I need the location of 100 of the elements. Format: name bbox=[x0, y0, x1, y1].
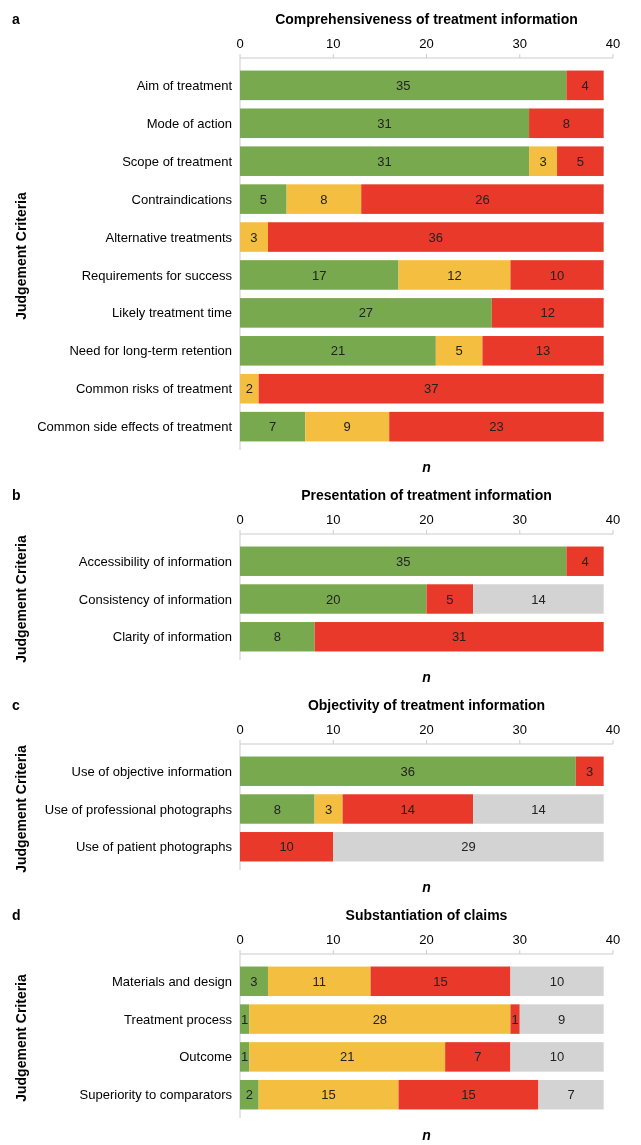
bar bbox=[305, 411, 390, 442]
data-label: 27 bbox=[358, 305, 374, 321]
y-tick-label: Common side effects of treatment bbox=[37, 419, 233, 435]
bar bbox=[240, 622, 315, 652]
y-tick-label: Requirements for success bbox=[81, 267, 233, 283]
bar bbox=[314, 794, 343, 824]
chart-title: Presentation of treatment information bbox=[301, 487, 552, 503]
x-tick-label: 20 bbox=[419, 932, 434, 947]
data-label: 17 bbox=[312, 267, 327, 283]
x-axis-title: n bbox=[422, 879, 431, 895]
data-label: 3 bbox=[539, 153, 547, 169]
y-tick-label: Superiority to comparators bbox=[79, 1087, 233, 1103]
data-label: 8 bbox=[273, 801, 281, 817]
chart-title: Objectivity of treatment information bbox=[307, 697, 546, 713]
y-tick-label: Contraindications bbox=[131, 191, 233, 207]
data-label: 8 bbox=[273, 629, 281, 645]
y-tick-label: Treatment process bbox=[124, 1011, 233, 1027]
bar bbox=[426, 584, 474, 614]
bar bbox=[361, 184, 604, 214]
bar bbox=[240, 546, 567, 576]
x-tick-label: 40 bbox=[605, 932, 621, 947]
data-label: 35 bbox=[395, 553, 411, 569]
y-tick-label: Consistency of information bbox=[78, 591, 232, 607]
data-label: 23 bbox=[489, 419, 504, 435]
data-label: 7 bbox=[567, 1087, 575, 1103]
data-label: 21 bbox=[330, 343, 346, 359]
data-label: 1 bbox=[511, 1011, 519, 1027]
bar bbox=[370, 966, 511, 997]
y-tick-label: Need for long-term retention bbox=[69, 343, 232, 359]
y-tick-label: Scope of treatment bbox=[122, 153, 233, 169]
bar bbox=[510, 1042, 604, 1072]
text: a bbox=[12, 11, 20, 27]
bar bbox=[249, 1042, 446, 1072]
data-label: 1 bbox=[241, 1049, 249, 1065]
data-label: 36 bbox=[428, 229, 444, 245]
bar bbox=[240, 756, 576, 786]
y-tick-label: Likely treatment time bbox=[112, 305, 232, 321]
bar bbox=[566, 70, 604, 101]
data-label: 15 bbox=[433, 973, 448, 989]
data-label: 10 bbox=[549, 267, 565, 283]
data-label: 10 bbox=[549, 973, 565, 989]
data-label: 28 bbox=[372, 1011, 388, 1027]
y-tick-label: Common risks of treatment bbox=[75, 381, 233, 397]
bar bbox=[240, 794, 315, 824]
bar bbox=[240, 966, 268, 997]
bar bbox=[529, 108, 604, 139]
bar bbox=[267, 222, 604, 252]
data-label: 10 bbox=[279, 839, 294, 855]
data-label: 5 bbox=[576, 153, 584, 169]
bar bbox=[398, 1079, 539, 1110]
x-tick-label: 20 bbox=[419, 512, 434, 527]
x-tick-label: 30 bbox=[512, 932, 527, 947]
bar bbox=[240, 1079, 259, 1110]
data-label: 8 bbox=[562, 115, 570, 131]
data-label: 5 bbox=[259, 191, 267, 207]
bar bbox=[482, 336, 604, 366]
data-label: 31 bbox=[377, 115, 392, 131]
data-label: 9 bbox=[558, 1011, 566, 1027]
y-tick-label: Accessibility of information bbox=[78, 553, 232, 569]
data-label: 10 bbox=[549, 1049, 565, 1065]
bar bbox=[240, 832, 334, 862]
y-tick-label: Use of patient photographs bbox=[75, 839, 233, 855]
chart-title: Comprehensiveness of treatment information bbox=[275, 11, 578, 27]
data-label: 13 bbox=[535, 343, 551, 359]
data-label: 29 bbox=[461, 839, 476, 855]
data-label: 3 bbox=[324, 801, 333, 817]
x-axis-title: n bbox=[422, 1127, 431, 1143]
bar bbox=[566, 546, 604, 576]
data-label: 15 bbox=[461, 1087, 476, 1103]
y-tick-label: Clarity of information bbox=[112, 629, 232, 645]
y-tick-label: Materials and design bbox=[112, 973, 232, 989]
bar bbox=[342, 794, 474, 824]
bar bbox=[267, 966, 371, 997]
data-label: 21 bbox=[340, 1049, 355, 1065]
bar bbox=[240, 336, 436, 366]
y-tick-label: Use of objective information bbox=[71, 763, 232, 779]
bar bbox=[240, 222, 268, 252]
x-tick-label: 40 bbox=[605, 722, 621, 737]
data-label: 5 bbox=[446, 591, 454, 607]
x-tick-label: 10 bbox=[326, 932, 341, 947]
bar bbox=[240, 298, 492, 328]
y-axis-title: Judgement Criteria bbox=[13, 535, 29, 663]
y-tick-label: Aim of treatment bbox=[136, 77, 233, 93]
x-tick-label: 40 bbox=[605, 512, 621, 527]
bar bbox=[398, 260, 511, 290]
x-tick-label: 10 bbox=[326, 722, 341, 737]
data-label: 31 bbox=[377, 153, 392, 169]
x-tick-label: 0 bbox=[236, 722, 244, 737]
data-label: 15 bbox=[321, 1087, 336, 1103]
data-label: 3 bbox=[250, 973, 258, 989]
x-tick-label: 30 bbox=[512, 36, 527, 51]
y-axis-title: Judgement Criteria bbox=[13, 192, 29, 320]
data-label: 1 bbox=[241, 1011, 249, 1027]
y-axis-title: Judgement Criteria bbox=[13, 745, 29, 873]
data-label: 3 bbox=[250, 229, 258, 245]
bar bbox=[473, 794, 604, 824]
y-tick-label: Alternative treatments bbox=[105, 229, 233, 245]
data-label: 5 bbox=[455, 343, 463, 359]
data-label: 4 bbox=[581, 77, 589, 93]
bar bbox=[435, 336, 483, 366]
